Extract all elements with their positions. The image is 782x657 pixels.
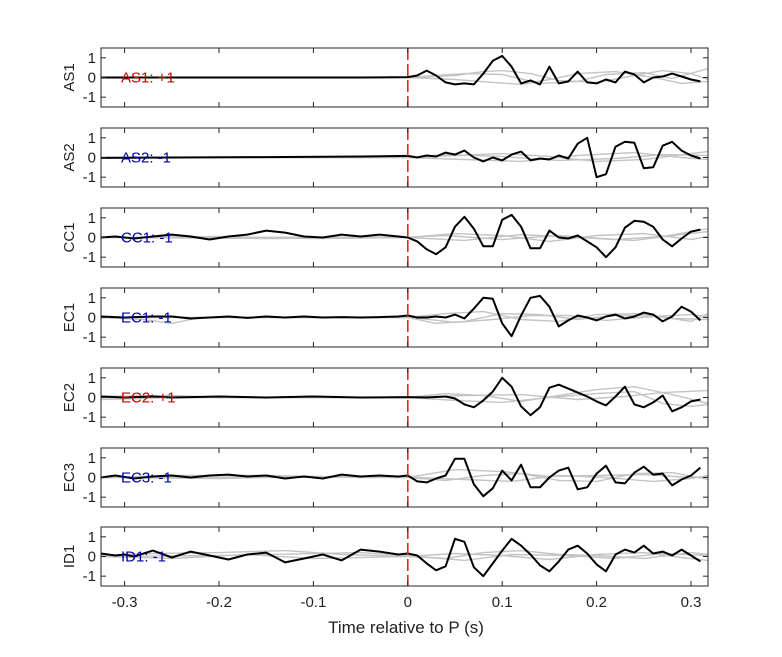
y-tick-label: 1 [88, 210, 96, 227]
main-trace [101, 294, 702, 338]
y-axis-label: AS1 [61, 63, 78, 91]
main-trace [101, 376, 701, 417]
y-axis-label: EC1 [61, 303, 78, 332]
polarity-label: EC3: -1 [121, 470, 172, 487]
panel-ec1: 1 0 -1 EC1 EC1: -1 [61, 287, 709, 348]
x-tick-label: -0.3 [112, 594, 138, 611]
y-tick-label: 1 [88, 529, 96, 546]
x-tick-label: -0.1 [300, 594, 326, 611]
polarity-label: ID1: -1 [121, 549, 166, 566]
y-tick-label: -1 [83, 409, 96, 426]
y-tick-label: 1 [88, 450, 96, 467]
y-tick-label: 0 [88, 310, 96, 327]
y-tick-label: 0 [88, 549, 96, 566]
y-tick-label: -1 [83, 249, 96, 266]
background-trace [101, 228, 708, 241]
y-axis-label: EC3 [61, 463, 78, 492]
y-tick-label: -1 [83, 169, 96, 186]
y-tick-label: 1 [88, 130, 96, 147]
panel-ec3: 1 0 -1 EC3 EC3: -1 [61, 447, 709, 508]
main-trace [101, 537, 701, 578]
y-tick-label: 0 [88, 70, 96, 87]
x-tick-label: -0.2 [206, 594, 232, 611]
x-axis-title: Time relative to P (s) [328, 618, 484, 637]
y-tick-label: 1 [88, 370, 96, 387]
polarity-label: EC2: +1 [121, 390, 176, 407]
y-tick-label: 0 [88, 230, 96, 247]
y-tick-label: -1 [83, 89, 96, 106]
panel-cc1: 1 0 -1 CC1 CC1: -1 [61, 207, 709, 268]
y-tick-label: -1 [83, 489, 96, 506]
y-tick-label: 0 [88, 470, 96, 487]
main-trace [101, 457, 702, 498]
polarity-label: AS1: +1 [121, 70, 175, 87]
main-trace [101, 213, 701, 259]
y-tick-label: -1 [83, 568, 96, 585]
y-axis-label: CC1 [61, 222, 78, 252]
background-trace [101, 551, 708, 562]
x-tick-label: 0.3 [681, 594, 702, 611]
y-tick-label: 1 [88, 50, 96, 67]
y-axis-label: AS2 [61, 143, 78, 171]
polarity-label: EC1: -1 [121, 310, 172, 327]
y-tick-label: 0 [88, 390, 96, 407]
y-axis-label: ID1 [61, 545, 78, 568]
main-trace [101, 136, 701, 179]
main-trace [101, 54, 701, 86]
x-tick-label: 0 [404, 594, 412, 611]
polarity-label: CC1: -1 [121, 230, 173, 247]
panel-ec2: 1 0 -1 EC2 EC2: +1 [61, 367, 709, 428]
panel-as2: 1 0 -1 AS2 AS2: -1 [61, 127, 709, 188]
polarity-label: AS2: -1 [121, 150, 171, 167]
panel-as1: 1 0 -1 AS1 AS1: +1 [61, 47, 709, 108]
x-tick-label: 0.1 [492, 594, 513, 611]
y-tick-label: -1 [83, 329, 96, 346]
background-trace [101, 474, 708, 483]
x-tick-label: 0.2 [586, 594, 607, 611]
panels-group: 1 0 -1 AS1 AS1: +1 1 0 -1 AS2 AS2: -1 1 0 -1 CC1 CC1: … [61, 47, 709, 611]
panel-id1: 1 0 -1 ID1 ID1: -1 -0.3 -0.2 -0.1 0 0.1 0.2 0.3 [61, 526, 709, 611]
background-trace [101, 549, 708, 560]
y-axis-label: EC2 [61, 383, 78, 412]
y-tick-label: 0 [88, 150, 96, 167]
y-tick-label: 1 [88, 290, 96, 307]
